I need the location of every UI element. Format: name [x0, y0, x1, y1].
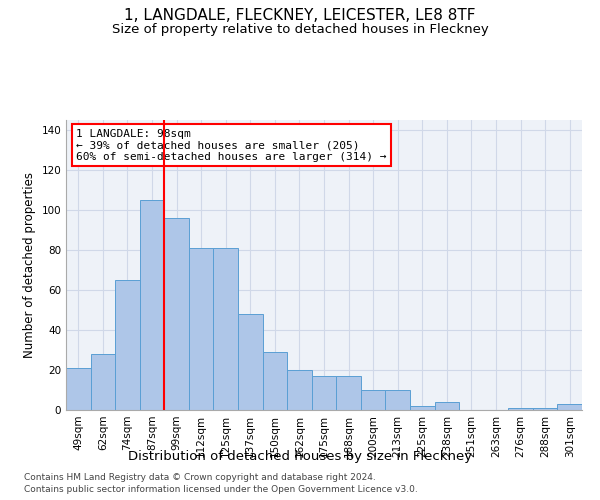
Bar — [91, 354, 115, 410]
Text: 1, LANGDALE, FLECKNEY, LEICESTER, LE8 8TF: 1, LANGDALE, FLECKNEY, LEICESTER, LE8 8T… — [124, 8, 476, 22]
Bar — [361, 390, 385, 410]
Bar — [140, 200, 164, 410]
Bar — [164, 218, 189, 410]
Bar — [336, 376, 361, 410]
Text: Size of property relative to detached houses in Fleckney: Size of property relative to detached ho… — [112, 22, 488, 36]
Bar — [434, 402, 459, 410]
Bar — [533, 408, 557, 410]
Bar — [508, 408, 533, 410]
Bar — [66, 368, 91, 410]
Text: 1 LANGDALE: 98sqm
← 39% of detached houses are smaller (205)
60% of semi-detache: 1 LANGDALE: 98sqm ← 39% of detached hous… — [76, 128, 387, 162]
Bar — [557, 404, 582, 410]
Text: Contains public sector information licensed under the Open Government Licence v3: Contains public sector information licen… — [24, 485, 418, 494]
Bar — [287, 370, 312, 410]
Bar — [214, 248, 238, 410]
Bar — [189, 248, 214, 410]
Bar — [263, 352, 287, 410]
Text: Distribution of detached houses by size in Fleckney: Distribution of detached houses by size … — [128, 450, 472, 463]
Bar — [410, 406, 434, 410]
Y-axis label: Number of detached properties: Number of detached properties — [23, 172, 36, 358]
Bar — [312, 376, 336, 410]
Bar — [238, 314, 263, 410]
Bar — [385, 390, 410, 410]
Text: Contains HM Land Registry data © Crown copyright and database right 2024.: Contains HM Land Registry data © Crown c… — [24, 472, 376, 482]
Bar — [115, 280, 140, 410]
